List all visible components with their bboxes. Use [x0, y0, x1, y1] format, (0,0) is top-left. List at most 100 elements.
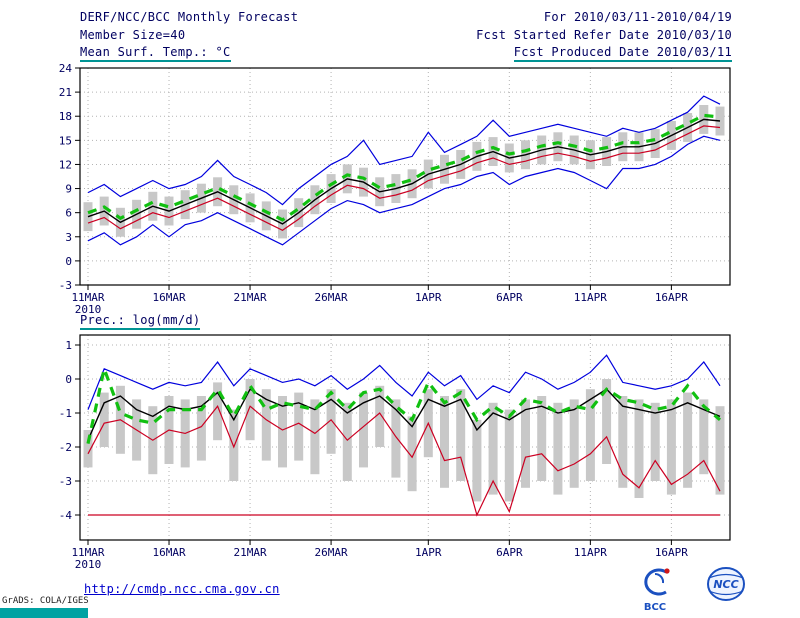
y-tick-label: 18: [59, 110, 72, 123]
series-ensemble-min: [87, 135, 721, 246]
spread-bar: [537, 396, 547, 481]
spread-bar: [99, 392, 109, 447]
x-tick-label: 21MAR: [233, 546, 266, 559]
forecast-period: For 2010/03/11-2010/04/19: [543, 10, 732, 24]
series-control-run: [87, 405, 721, 517]
x-tick-label: 26MAR: [315, 546, 348, 559]
bcc-logo: BCC: [644, 568, 670, 613]
spread-bar: [618, 396, 628, 488]
y-tick-label: 12: [59, 158, 72, 171]
fcst-start-date: Fcst Started Refer Date 2010/03/10: [476, 28, 732, 42]
spread-bar: [456, 389, 466, 481]
x-tick-label: 16APR: [655, 546, 688, 559]
spread-bar: [521, 399, 530, 488]
spread-bar: [715, 406, 725, 495]
x-year-label: 2010: [75, 303, 102, 316]
grads-credit: GrADS: COLA/IGES: [2, 596, 89, 606]
spread-bar: [391, 399, 401, 478]
spread-bar: [569, 399, 579, 488]
series-ensemble-median: [86, 363, 722, 444]
spread-bar: [634, 399, 644, 498]
y-tick-label: 0: [65, 255, 72, 268]
x-tick-label: 26MAR: [315, 291, 348, 304]
spread-bar: [666, 399, 676, 495]
bcc-swirl-inner-icon: [654, 572, 665, 584]
series-ensemble-mean: [87, 388, 721, 441]
page-title: DERF/NCC/BCC Monthly Forecast: [80, 10, 299, 24]
x-tick-label: 21MAR: [233, 291, 266, 304]
series-ensemble-max: [87, 354, 721, 410]
ncc-logo-label: NCC: [713, 578, 738, 591]
spread-bar: [245, 379, 255, 441]
spread-bar: [294, 392, 304, 461]
x-tick-label: 11APR: [574, 291, 607, 304]
member-size-label: Member Size=40: [80, 28, 186, 42]
spread-bar: [683, 392, 693, 488]
spread-bar: [602, 379, 612, 464]
bcc-sun-icon: [664, 568, 670, 574]
spread-bar: [440, 396, 449, 488]
temperature-chart: 11MAR 16MAR 21MAR 26MAR 1APR 6APR 11APR 16APR 20…: [59, 62, 731, 316]
plot-frame: [79, 334, 731, 541]
series-ensemble-median: [87, 113, 721, 222]
spread-bar: [585, 389, 595, 481]
ncc-globe-band-bottom-icon: [708, 590, 744, 596]
bcc-logo-label: BCC: [644, 602, 666, 613]
y-tick-label: 3: [65, 231, 72, 244]
spread-bar: [699, 399, 709, 475]
spread-bar: [650, 402, 660, 481]
spread-bar: [310, 399, 320, 475]
plot-frame: [79, 67, 731, 286]
spread-bar: [342, 402, 352, 481]
cmdp-link[interactable]: http://cmdp.ncc.cma.gov.cn: [84, 582, 280, 596]
y-tick-label: 0: [65, 373, 72, 386]
spread-bar: [213, 382, 223, 441]
spread-bar: [375, 385, 385, 447]
y-tick-label: -4: [59, 509, 73, 522]
spread-bar: [715, 106, 725, 136]
y-tick-label: -1: [59, 407, 72, 420]
series-ensemble-max: [87, 95, 721, 206]
x-tick-label: 16APR: [655, 291, 688, 304]
spread-bar: [504, 409, 514, 502]
header-row-3: Mean Surf. Temp.: °C Fcst Produced Date …: [80, 45, 732, 62]
x-tick-label: 11MAR: [71, 291, 104, 304]
x-tick-label: 1APR: [415, 546, 442, 559]
header-row-2: Member Size=40 Fcst Started Refer Date 2…: [80, 28, 732, 42]
bcc-swirl-icon: [644, 568, 667, 596]
prec-chart-title: Prec.: log(mm/d): [80, 313, 201, 330]
x-tick-label: 1APR: [415, 291, 442, 304]
y-tick-label: 1: [65, 339, 72, 352]
precipitation-chart: 11MAR 16MAR 21MAR 26MAR 1APR 6APR 11APR 16APR 20…: [59, 334, 731, 570]
footer-logos: BCC NCC: [644, 567, 745, 613]
x-tick-label: 11APR: [574, 546, 607, 559]
y-tick-label: 15: [59, 134, 72, 147]
spread-bar: [326, 389, 336, 454]
y-tick-label: 9: [65, 183, 72, 196]
x-tick-label: 16MAR: [152, 546, 185, 559]
y-tick-label: -3: [59, 475, 72, 488]
y-tick-label: 6: [65, 207, 72, 220]
spread-bar: [229, 409, 239, 481]
spread-bar: [83, 430, 93, 468]
series-control-run: [87, 125, 721, 231]
y-tick-label: 24: [59, 62, 73, 75]
spread-bar: [488, 402, 498, 495]
x-tick-label: 16MAR: [152, 291, 185, 304]
spread-bar: [472, 419, 482, 502]
spread-bar: [196, 396, 206, 461]
header-row-1: DERF/NCC/BCC Monthly Forecast For 2010/0…: [80, 10, 732, 24]
grads-teal-bar: [0, 608, 88, 618]
y-tick-label: 21: [59, 86, 72, 99]
x-year-label: 2010: [75, 558, 102, 570]
y-tick-label: -2: [59, 441, 72, 454]
spread-bar: [407, 416, 417, 492]
spread-bar: [359, 392, 368, 468]
ncc-globe-band-top-icon: [708, 573, 744, 579]
y-tick-label: -3: [59, 279, 72, 292]
x-tick-label: 6APR: [496, 546, 523, 559]
ncc-logo: NCC: [707, 567, 745, 601]
spread-bar: [261, 389, 271, 461]
spread-bar: [278, 396, 287, 468]
